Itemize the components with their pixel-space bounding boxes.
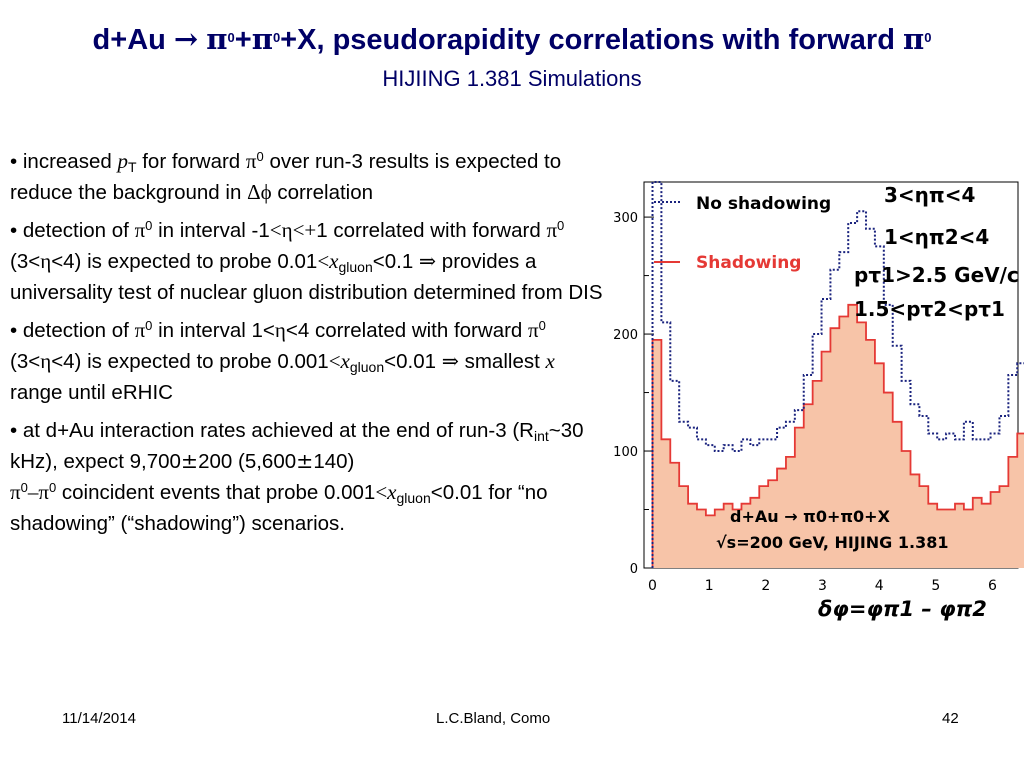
x-tick-label-2: 2 [761, 578, 770, 594]
series-fill-shadowing [652, 304, 1024, 568]
bullet-2: • detection of π0 in interval -1<η<+1 co… [10, 218, 603, 304]
footer-author: L.C.Bland, Como [436, 710, 551, 727]
annotation-pt2: 1.5<pτ2<pτ1 [854, 297, 1005, 321]
x-tick-label-0: 0 [648, 578, 657, 594]
histogram-chart: 0 100 200 300 0 1 2 3 4 5 6 No shadowing Shadowin… [613, 181, 1024, 621]
annotation-pt1: pτ1>2.5 GeV/c [854, 263, 1019, 287]
annotation-eta1: 3<ηπ<4 [884, 183, 975, 207]
x-tick-label-4: 4 [875, 578, 884, 594]
legend-label-no-shadowing: No shadowing [696, 194, 831, 214]
annotation-eta2: 1<ηπ2<4 [884, 225, 989, 249]
annotation-energy: √s=200 GeV, HIJING 1.381 [716, 533, 948, 552]
cut-annotations: 3<ηπ<4 1<ηπ2<4 pτ1>2.5 GeV/c 1.5<pτ2<pτ1 [854, 183, 1019, 321]
x-tick-label-1: 1 [705, 578, 714, 594]
slide-title: d+Au → π0+π0+X, pseudorapidity correlati… [92, 22, 932, 56]
x-tick-label-5: 5 [931, 578, 940, 594]
footer-date: 11/14/2014 [62, 710, 136, 727]
series-line-shadowing [651, 303, 1024, 568]
bullet-1: • increased pT for forward π0 over run-3… [10, 149, 562, 204]
x-axis-label: δφ=φπ1 – φπ2 [818, 597, 987, 621]
series-group [651, 181, 1024, 568]
bullet-3: • detection of π0 in interval 1<η<4 corr… [10, 318, 555, 404]
bullet-4: • at d+Au interaction rates achieved at … [10, 419, 584, 535]
bullet-list: • increased pT for forward π0 over run-3… [10, 146, 610, 546]
y-tick-label-0: 0 [630, 562, 638, 577]
annotation-reaction: d+Au → π0+π0+X [730, 507, 891, 526]
legend-label-shadowing: Shadowing [696, 253, 801, 273]
y-tick-label-3: 300 [613, 211, 638, 226]
slide-subtitle: HIJIING 1.381 Simulations [382, 66, 642, 91]
y-tick-label-1: 100 [613, 445, 638, 460]
x-tick-label-3: 3 [818, 578, 827, 594]
footer-page-number: 42 [942, 710, 959, 727]
y-axis-ticks: 0 100 200 300 [613, 211, 654, 577]
legend: No shadowing Shadowing [654, 194, 831, 273]
series-line-no-shadowing [651, 181, 1024, 568]
y-tick-label-2: 200 [613, 328, 638, 343]
x-tick-label-6: 6 [988, 578, 997, 594]
